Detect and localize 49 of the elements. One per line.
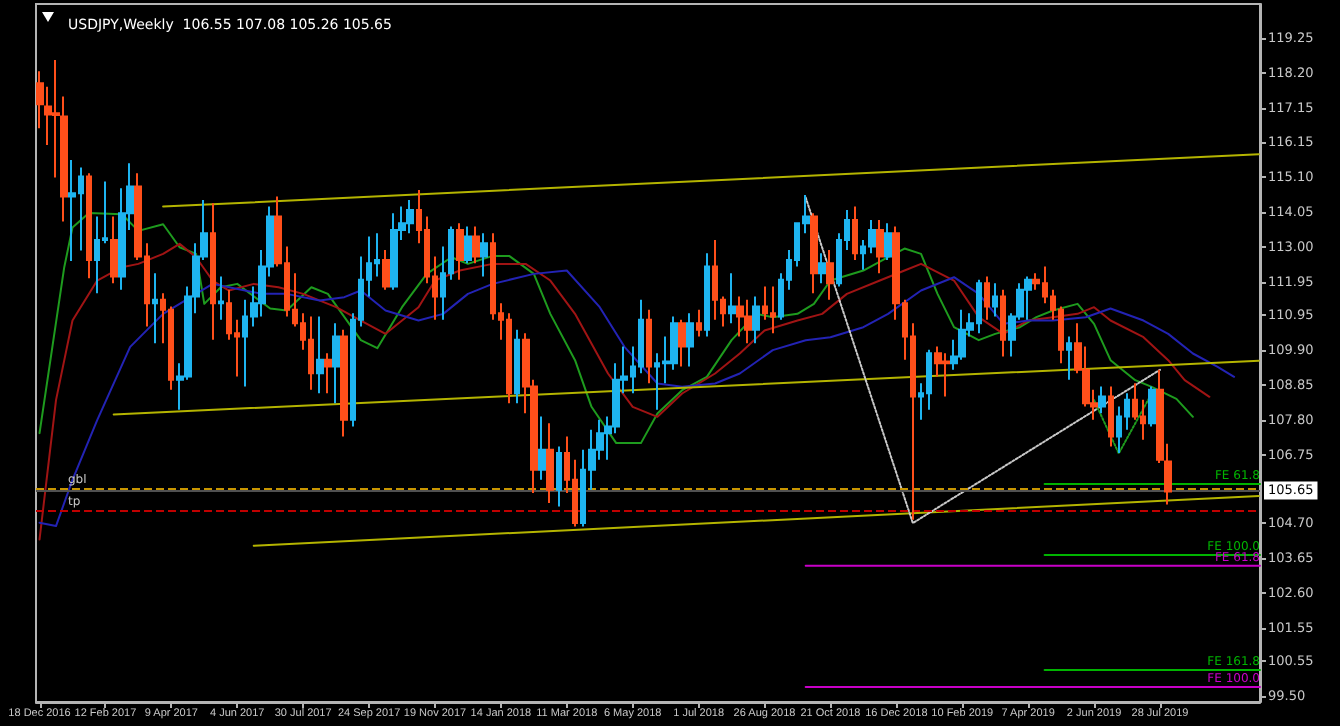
- candlestick: [1148, 385, 1156, 428]
- candlestick: [678, 318, 686, 368]
- candlestick: [1024, 275, 1032, 321]
- candlestick: [704, 252, 710, 338]
- candlestick: [68, 158, 76, 262]
- candlestick: [736, 295, 744, 338]
- line-series: [38, 211, 1194, 445]
- candlestick: [210, 202, 216, 341]
- candlestick: [1066, 335, 1072, 381]
- candlestick: [538, 415, 546, 481]
- candlestick: [390, 212, 398, 291]
- candlestick: [818, 252, 826, 285]
- candlestick: [514, 328, 520, 405]
- candlestick: [686, 312, 694, 368]
- candlestick: [308, 315, 314, 391]
- candlestick: [992, 282, 998, 318]
- candlestick: [1098, 385, 1106, 415]
- candlestick: [712, 238, 718, 321]
- candlestick: [1108, 385, 1114, 448]
- candlestick: [332, 322, 340, 405]
- candlestick: [942, 352, 950, 398]
- candlestick: [752, 295, 760, 345]
- candlestick: [770, 285, 776, 335]
- candlestick: [472, 225, 480, 265]
- candlestick: [876, 218, 884, 275]
- candlestick: [1000, 288, 1006, 358]
- candlestick: [218, 275, 224, 321]
- candlestick: [316, 315, 324, 395]
- candlestick: [744, 298, 752, 345]
- candlestick: [86, 172, 92, 280]
- candlestick: [340, 328, 348, 438]
- candlestick: [546, 422, 554, 505]
- candlestick: [556, 445, 562, 508]
- candlestick: [696, 308, 702, 338]
- candlestick: [324, 352, 332, 395]
- candlestick: [810, 212, 818, 295]
- candlestick: [646, 308, 652, 385]
- candlestick: [110, 215, 118, 285]
- candlestick: [826, 248, 834, 301]
- candlestick: [852, 205, 858, 261]
- candlestick: [480, 232, 488, 278]
- candlestick: [456, 222, 464, 281]
- candlestick: [152, 272, 158, 345]
- candlestick: [382, 248, 390, 291]
- candlestick: [984, 275, 990, 321]
- candlestick: [728, 272, 736, 325]
- candlestick: [884, 222, 892, 261]
- candlestick: [464, 225, 472, 265]
- candlestick: [406, 198, 414, 235]
